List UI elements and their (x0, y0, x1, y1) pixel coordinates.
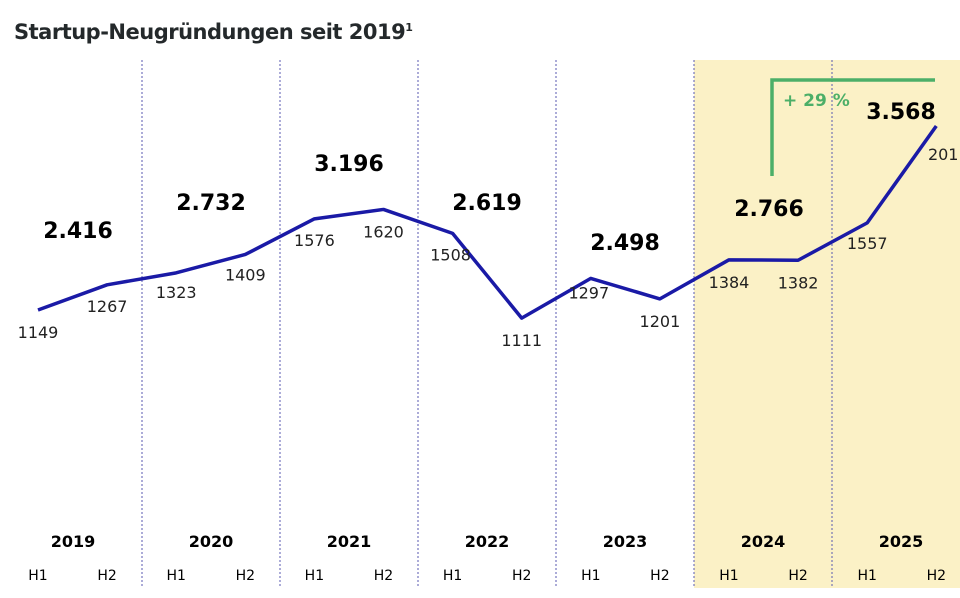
year-total-label: 3.196 (314, 152, 384, 177)
point-label: 1508 (430, 245, 471, 264)
point-label: 1384 (709, 273, 750, 292)
half-label: H2 (512, 568, 531, 584)
half-label: H2 (927, 568, 946, 584)
year-label: 2019 (51, 532, 96, 551)
growth-bracket (770, 78, 935, 176)
year-total-label: 2.619 (452, 191, 522, 216)
year-label: 2022 (465, 532, 510, 551)
point-label: 1201 (640, 312, 681, 331)
point-label: 1557 (847, 234, 888, 253)
series-line (37, 124, 938, 320)
half-label: H2 (374, 568, 393, 584)
chart-title: Startup-Neugründungen seit 20191 (14, 20, 413, 44)
point-label: 1149 (18, 323, 59, 342)
growth-annotation: + 29 % (783, 91, 850, 111)
point-label: 1382 (778, 273, 819, 292)
year-total-label: 2.732 (176, 191, 246, 216)
half-label: H1 (166, 568, 185, 584)
point-label: 1267 (87, 297, 128, 316)
half-label: H2 (650, 568, 669, 584)
half-label: H1 (581, 568, 600, 584)
point-label: 1576 (294, 231, 335, 250)
year-label: 2025 (879, 532, 924, 551)
half-label: H2 (788, 568, 807, 584)
half-label: H1 (857, 568, 876, 584)
point-label: 1620 (363, 222, 404, 241)
half-label: H1 (28, 568, 47, 584)
title-footnote: 1 (405, 21, 413, 34)
half-label: H2 (236, 568, 255, 584)
title-text: Startup-Neugründungen seit 2019 (14, 20, 406, 44)
point-label: 1323 (156, 283, 197, 302)
year-label: 2023 (603, 532, 648, 551)
year-label: 2020 (189, 532, 234, 551)
half-label: H1 (305, 568, 324, 584)
half-label: H1 (719, 568, 738, 584)
half-label: H2 (97, 568, 116, 584)
point-label: 1409 (225, 265, 266, 284)
year-total-label: 2.416 (43, 219, 113, 244)
highlight-band (694, 60, 960, 588)
year-total-label: 2.498 (590, 231, 660, 256)
point-label: 1111 (501, 331, 542, 350)
year-label: 2024 (741, 532, 786, 551)
half-label: H1 (443, 568, 462, 584)
year-total-label: 2.766 (734, 197, 804, 222)
year-total-label: 3.568 (866, 100, 936, 125)
point-label: 1297 (568, 283, 609, 302)
year-label: 2021 (327, 532, 372, 551)
